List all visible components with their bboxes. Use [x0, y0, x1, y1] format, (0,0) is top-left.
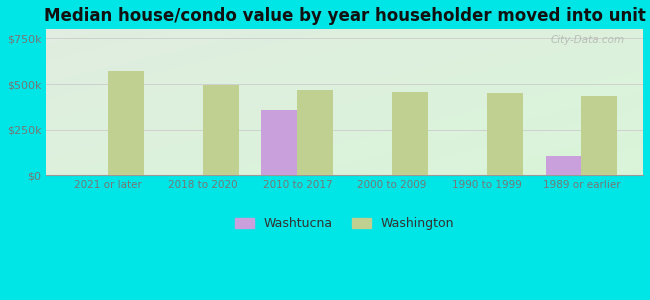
Bar	[582, 96, 618, 175]
Bar	[545, 156, 582, 175]
Bar	[261, 110, 298, 175]
Bar	[108, 71, 144, 175]
Bar	[203, 85, 239, 175]
Legend: Washtucna, Washington: Washtucna, Washington	[235, 218, 454, 230]
Title: Median house/condo value by year householder moved into unit: Median house/condo value by year househo…	[44, 7, 645, 25]
Bar	[392, 92, 428, 175]
Bar	[298, 89, 333, 175]
Bar	[487, 93, 523, 175]
Text: City-Data.com: City-Data.com	[551, 35, 625, 45]
